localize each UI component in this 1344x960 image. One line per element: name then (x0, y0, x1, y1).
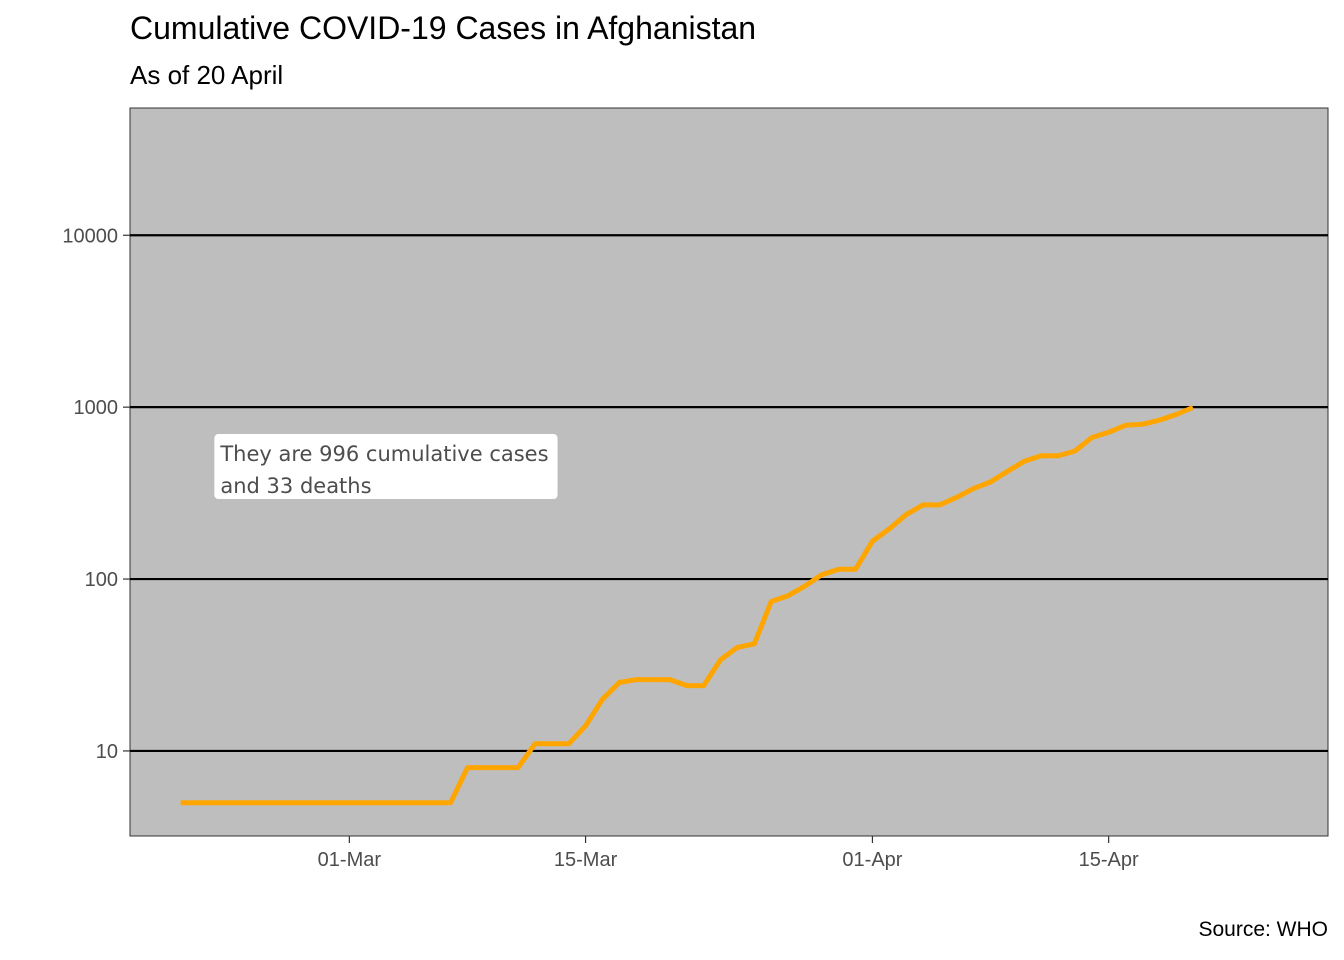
series-layer (180, 405, 1194, 806)
chart-title: Cumulative COVID-19 Cases in Afghanistan (130, 10, 757, 46)
x-tick-label-15-Apr: 15-Apr (1079, 849, 1139, 871)
source-caption: Source: WHO (1198, 918, 1328, 941)
x-axis: 01-Mar 15-Mar 01-Apr 15-Apr (318, 836, 1139, 871)
x-tick-label-15-Mar: 15-Mar (554, 849, 618, 871)
y-tick-label-100: 100 (85, 569, 118, 591)
x-tick-label-01-Apr: 01-Apr (842, 849, 902, 871)
chart-subtitle: As of 20 April (130, 60, 284, 90)
annotation-line-1: They are 996 cumulative cases (219, 442, 548, 466)
y-tick-label-10: 10 (96, 741, 118, 763)
gridlines (130, 234, 1328, 753)
y-axis: 10 100 1000 10000 (62, 225, 130, 763)
y-tick-label-1000: 1000 (74, 397, 119, 419)
annotation-line-2: and 33 deaths (220, 474, 371, 498)
y-tick-label-10000: 10000 (62, 225, 118, 247)
x-tick-label-01-Mar: 01-Mar (318, 849, 382, 871)
annotation-label: They are 996 cumulative cases and 33 dea… (214, 434, 558, 500)
annotation-box (214, 434, 558, 500)
